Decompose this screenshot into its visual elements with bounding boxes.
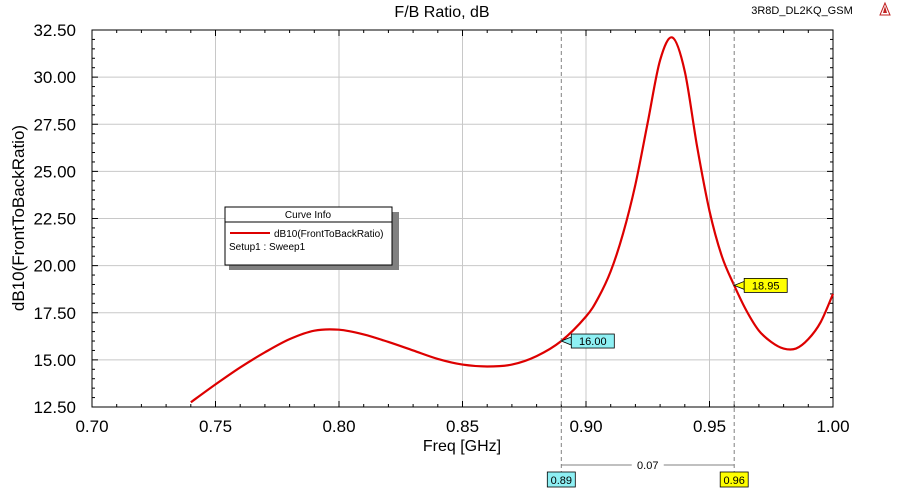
marker-value-box <box>743 278 788 293</box>
marker-x-box <box>546 471 576 488</box>
x-tick-label: 0.95 <box>693 417 726 436</box>
marker-value-box <box>570 333 615 349</box>
marker-x-label: 0.89 <box>551 475 572 487</box>
y-tick-label: 27.50 <box>33 115 76 134</box>
y-tick-label: 30.00 <box>33 68 76 87</box>
legend-sub: Setup1 : Sweep1 <box>229 242 306 253</box>
x-tick-label: 0.85 <box>446 417 479 436</box>
y-tick-label: 12.50 <box>33 398 76 417</box>
x-tick-label: 0.70 <box>75 417 108 436</box>
marker-x-label: 0.96 <box>723 475 744 487</box>
marker-x-box <box>719 471 749 488</box>
logo-icon <box>879 1 891 16</box>
x-axis-label: Freq [GHz] <box>423 438 501 455</box>
y-tick-label: 32.50 <box>33 21 76 40</box>
y-tick-label: 22.50 <box>33 210 76 229</box>
y-tick-label: 17.50 <box>33 304 76 323</box>
y-tick-label: 20.00 <box>33 257 76 276</box>
x-tick-label: 1.00 <box>816 417 849 436</box>
delta-label-bg <box>631 457 664 473</box>
delta-label: 0.07 <box>637 460 658 472</box>
y-tick-label: 15.00 <box>33 351 76 370</box>
marker-value-label: 18.95 <box>752 280 780 292</box>
project-label: 3R8D_DL2KQ_GSM <box>751 5 853 17</box>
chart-title: F/B Ratio, dB <box>394 4 489 21</box>
legend-title: Curve Info <box>285 210 332 221</box>
legend-entry: dB10(FrontToBackRatio) <box>274 229 384 240</box>
x-tick-label: 0.90 <box>569 417 602 436</box>
y-tick-label: 25.00 <box>33 162 76 181</box>
legend[interactable]: Curve Info dB10(FrontToBackRatio) Setup1… <box>224 206 399 270</box>
y-axis-label: dB10(FrontToBackRatio) <box>9 125 28 311</box>
x-tick-label: 0.80 <box>322 417 355 436</box>
marker-value-label: 16.00 <box>579 336 607 348</box>
series-line <box>190 36 835 404</box>
x-tick-label: 0.75 <box>199 417 232 436</box>
